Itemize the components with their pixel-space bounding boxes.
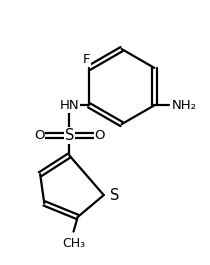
Text: S: S [110, 188, 119, 202]
Text: F: F [82, 53, 90, 66]
Text: CH₃: CH₃ [62, 237, 85, 250]
Text: O: O [94, 129, 105, 142]
Text: NH₂: NH₂ [172, 99, 197, 112]
Text: HN: HN [60, 99, 79, 112]
Text: O: O [34, 129, 44, 142]
Text: S: S [65, 128, 74, 143]
